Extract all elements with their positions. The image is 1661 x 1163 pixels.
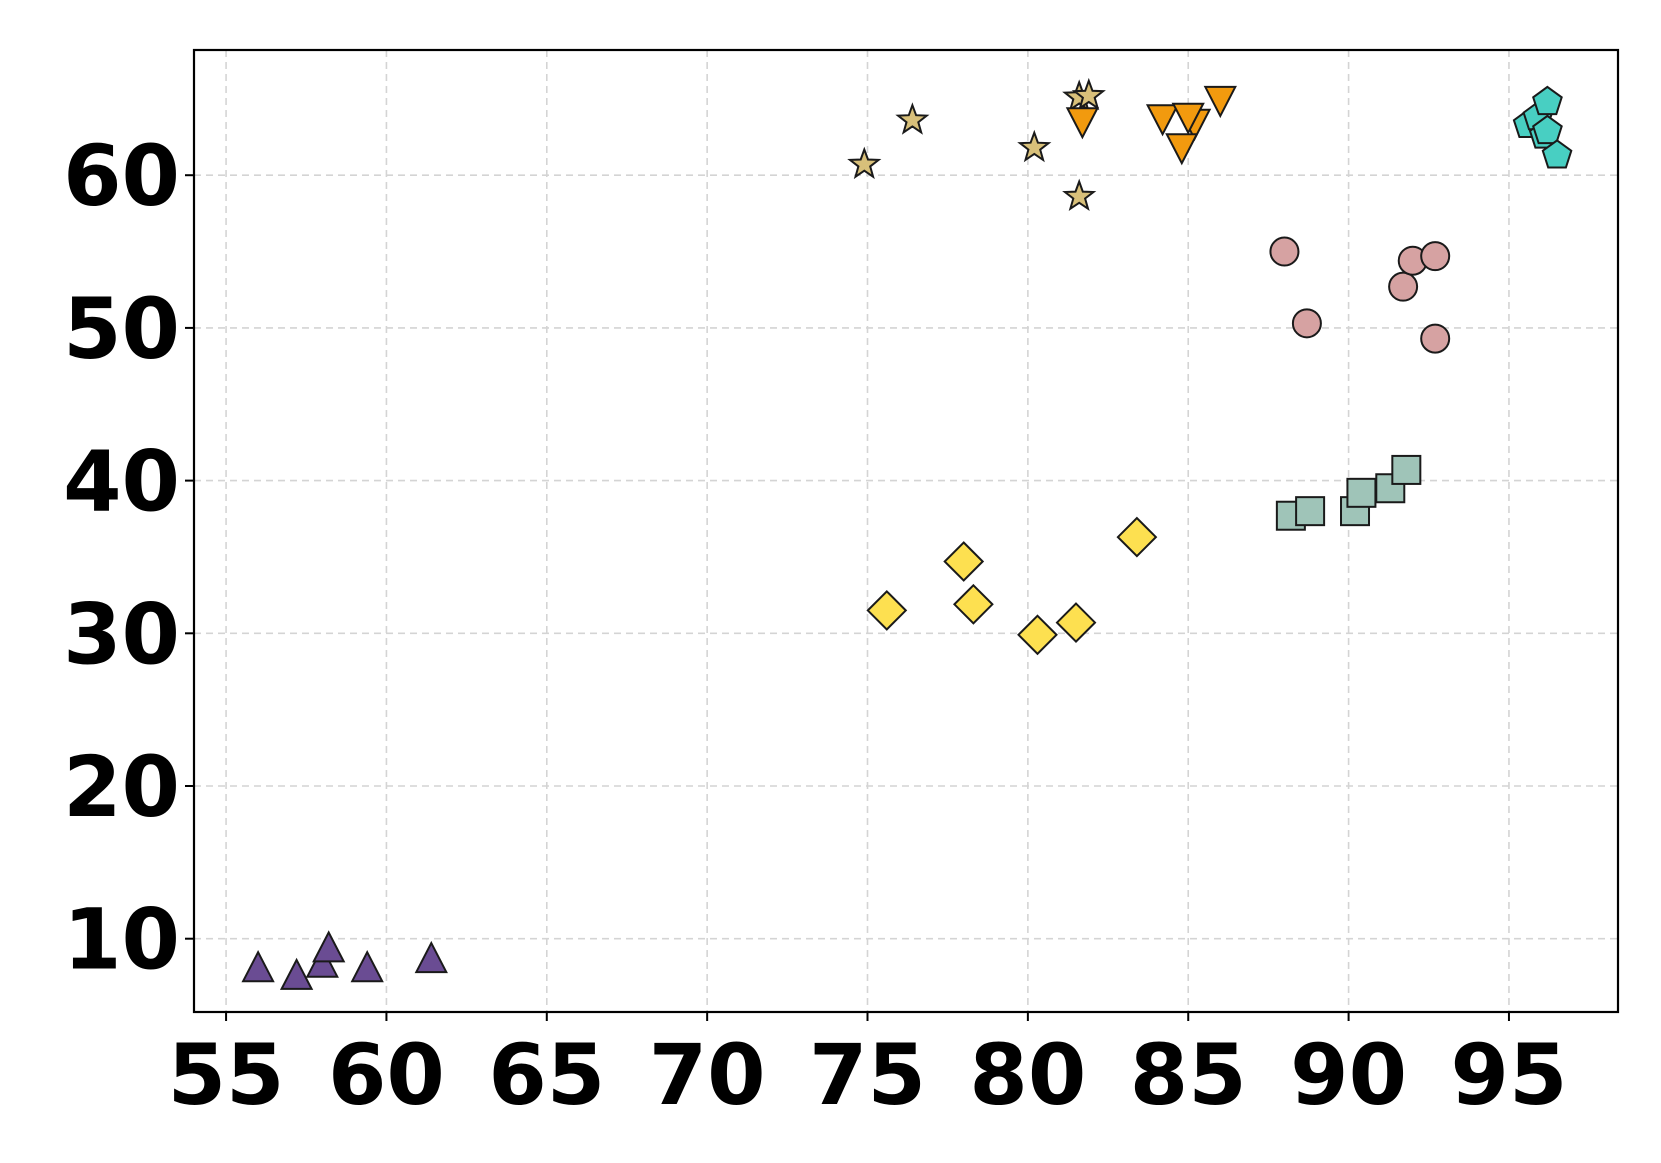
- series-circle: [1269, 236, 1451, 354]
- y-tick-label: 40: [63, 433, 180, 531]
- data-point-circle: [1269, 236, 1300, 267]
- x-axis-ticks: 55 60 65 70 75 80 85 90 95: [168, 1012, 1568, 1124]
- data-point-triangle-down: [1065, 107, 1100, 140]
- data-point-circle: [1291, 308, 1322, 339]
- data-point-triangle-down: [1203, 85, 1237, 119]
- x-tick-label: 75: [809, 1026, 926, 1124]
- series-pentagon: [1512, 85, 1573, 169]
- data-point-diamond: [952, 583, 994, 625]
- data-points: [241, 77, 1573, 990]
- data-point-pentagon: [1532, 85, 1563, 116]
- data-point-diamond: [943, 541, 985, 582]
- x-tick-label: 95: [1451, 1026, 1568, 1124]
- data-point-star: [847, 146, 882, 180]
- y-tick-label: 50: [63, 280, 180, 378]
- data-point-diamond: [1116, 516, 1158, 558]
- y-tick-label: 20: [63, 738, 180, 836]
- series-star: [847, 77, 1106, 212]
- x-tick-label: 60: [328, 1026, 445, 1124]
- data-point-triangle-down: [1171, 102, 1205, 135]
- data-point-triangle-up: [414, 940, 448, 974]
- data-point-square: [1391, 454, 1422, 485]
- data-point-diamond: [1017, 614, 1058, 656]
- data-point-circle: [1420, 241, 1451, 272]
- series-triangle-up: [241, 930, 448, 990]
- data-point-triangle-up: [312, 930, 346, 963]
- x-tick-label: 90: [1290, 1026, 1407, 1124]
- data-point-triangle-down: [1165, 133, 1199, 166]
- data-point-circle: [1420, 323, 1451, 354]
- data-point-triangle-up: [279, 957, 314, 990]
- x-tick-label: 65: [488, 1026, 605, 1124]
- data-point-star: [1062, 178, 1097, 212]
- x-tick-label: 55: [168, 1026, 285, 1124]
- plot-frame: [192, 48, 1620, 1014]
- y-tick-label: 30: [63, 585, 180, 683]
- data-point-diamond: [866, 589, 908, 631]
- data-point-square: [1346, 477, 1377, 508]
- data-point-pentagon: [1541, 139, 1573, 169]
- data-point-circle: [1388, 271, 1419, 302]
- data-point-star: [895, 102, 930, 135]
- data-point-triangle-down: [1145, 104, 1180, 137]
- series-diamond: [866, 516, 1158, 656]
- x-tick-label: 70: [649, 1026, 766, 1124]
- data-point-square: [1375, 473, 1406, 504]
- data-point-pentagon: [1532, 114, 1563, 145]
- data-point-diamond: [1055, 602, 1097, 644]
- data-point-triangle-up: [241, 950, 275, 983]
- y-tick-label: 60: [63, 127, 180, 225]
- data-point-star: [1017, 129, 1052, 163]
- y-tick-label: 10: [63, 891, 180, 989]
- y-axis-ticks: 10 20 30 40 50 60: [63, 127, 194, 989]
- x-tick-label: 80: [969, 1026, 1086, 1124]
- grid-lines: [194, 50, 1618, 1012]
- x-tick-label: 85: [1130, 1026, 1247, 1124]
- data-point-star: [1071, 77, 1106, 111]
- data-point-square: [1295, 496, 1326, 527]
- data-point-triangle-up: [350, 950, 384, 983]
- series-triangle-down: [1065, 85, 1237, 166]
- series-square: [1275, 454, 1422, 531]
